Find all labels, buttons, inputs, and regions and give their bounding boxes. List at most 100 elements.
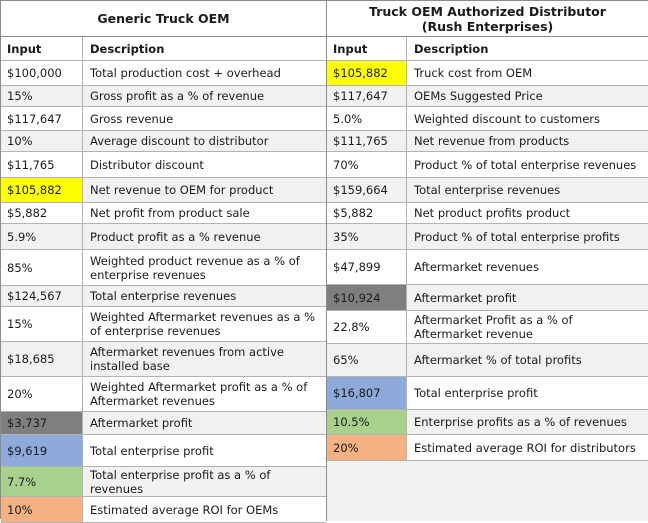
input-value-cell: 65% [327,344,407,376]
table-row: $11,765 Distributor discount [1,152,326,178]
description-cell: Product % of total enterprise profits [414,229,620,244]
description-cell: Total enterprise profit [414,386,538,400]
input-value-cell: $159,664 [327,178,407,202]
description-cell: Total enterprise revenues [414,183,561,197]
input-value-cell: $124,567 [1,286,83,306]
description-cell: Total enterprise profit [90,443,214,458]
table-row: 15% Gross profit as a % of revenue [1,86,326,107]
description-cell: Total enterprise revenues [90,289,237,303]
description-cell: Total production cost + overhead [90,66,281,80]
input-value-cell: 70% [327,152,407,177]
table-row: $3,737 Aftermarket profit [1,412,326,435]
table-row: $18,685 Aftermarket revenues from active … [1,342,326,377]
table-row: $5,882 Net profit from product sale [1,203,326,224]
table-row: $117,647 OEMs Suggested Price [327,86,648,107]
description-cell: Product % of total enterprise revenues [414,157,637,172]
description-cell: Distributor discount [90,157,204,172]
description-cell: Net revenue from products [414,134,570,148]
input-value-cell: $10,924 [327,285,407,310]
input-value-cell: 7.7% [1,467,83,496]
column-header-input: Input [1,37,83,60]
description-cell: Aftermarket revenues [414,260,539,274]
input-value-cell: 20% [327,435,407,460]
distributor-panel-title: Truck OEM Authorized Distributor (Rush E… [327,1,648,37]
table-row: $111,765 Net revenue from products [327,131,648,152]
description-cell: Enterprise profits as a % of revenues [414,415,627,429]
table-row: 10% Average discount to distributor [1,131,326,152]
description-cell: Aftermarket % of total profits [414,353,582,367]
table-row: 20% Weighted Aftermarket profit as a % of… [1,377,326,412]
input-value-cell: $100,000 [1,61,83,85]
empty-area [327,461,648,521]
description-cell: Gross profit as a % of revenue [90,89,265,103]
oem-panel: Generic Truck OEM Input Description $100,0… [1,1,326,523]
table-row: $105,882 Truck cost from OEM [327,61,648,86]
table-row: $105,882 Net revenue to OEM for product [1,178,326,203]
distributor-panel: Truck OEM Authorized Distributor (Rush E… [326,1,648,521]
table-row: 35% Product % of total enterprise profits [327,224,648,250]
description-cell: Estimated average ROI for OEMs [90,502,279,517]
input-value-cell: $117,647 [327,86,407,106]
input-value-cell: $111,765 [327,131,407,151]
table-row: $124,567 Total enterprise revenues [1,286,326,307]
description-cell: Average discount to distributor [90,134,269,148]
input-value-cell: $3,737 [1,412,83,434]
description-cell: Weighted discount to customers [414,111,601,126]
input-value-cell: 15% [1,307,83,341]
input-value-cell: $105,882 [327,61,407,85]
table-row: 20% Estimated average ROI for distributor… [327,435,648,461]
distributor-title-line-2: (Rush Enterprises) [421,18,554,34]
table-row: 22.8% Aftermarket Profit as a % of Afterm… [327,311,648,344]
table-row: 10% Estimated average ROI for OEMs [1,497,326,523]
table-row: 15% Weighted Aftermarket revenues as a % … [1,307,326,342]
table-row: $10,924 Aftermarket profit [327,285,648,311]
description-cell: Aftermarket revenues from active install… [90,345,284,373]
table-row: 65% Aftermarket % of total profits [327,344,648,377]
column-header-description: Description [414,41,489,56]
table-row: 10.5% Enterprise profits as a % of revenu… [327,410,648,435]
input-value-cell: 15% [1,86,83,106]
table-row: 5.9% Product profit as a % revenue [1,224,326,250]
table-row: $16,807 Total enterprise profit [327,377,648,410]
input-value-cell: $5,882 [1,203,83,223]
description-cell: Weighted Aftermarket profit as a % of Af… [90,380,308,408]
left-header-row: Input Description [1,37,326,61]
description-cell: Weighted Aftermarket revenues as a % of … [90,310,316,338]
table-row: 7.7% Total enterprise profit as a % of re… [1,467,326,497]
description-cell: Net profit from product sale [90,206,250,220]
distributor-title-line-1: Truck OEM Authorized Distributor [369,3,606,19]
input-value-cell: $11,765 [1,152,83,177]
input-value-cell: 35% [327,224,407,249]
table-row: $9,619 Total enterprise profit [1,435,326,467]
input-value-cell: 10.5% [327,410,407,434]
input-value-cell: 10% [1,497,83,522]
description-cell: Gross revenue [90,111,174,126]
description-cell: Weighted product revenue as a % of enter… [90,253,300,282]
input-value-cell: $18,685 [1,342,83,376]
description-cell: OEMs Suggested Price [414,89,543,103]
oem-panel-title: Generic Truck OEM [1,1,326,37]
input-value-cell: 85% [1,250,83,285]
description-cell: Aftermarket profit [90,416,193,430]
table-row: $47,899 Aftermarket revenues [327,250,648,285]
right-header-row: Input Description [327,37,648,61]
input-value-cell: 5.9% [1,224,83,249]
table-row: $100,000 Total production cost + overhead [1,61,326,86]
description-cell: Net product profits product [414,206,571,220]
table-row: $159,664 Total enterprise revenues [327,178,648,203]
input-value-cell: 22.8% [327,311,407,343]
description-cell: Aftermarket Profit as a % of Aftermarket… [414,313,573,341]
column-header-input: Input [327,37,407,60]
input-value-cell: $16,807 [327,377,407,409]
description-cell: Aftermarket profit [414,290,517,305]
oem-title-line-1: Generic Truck OEM [97,11,230,26]
input-value-cell: $105,882 [1,178,83,202]
input-value-cell: $47,899 [327,250,407,284]
input-value-cell: $5,882 [327,203,407,223]
input-value-cell: 20% [1,377,83,411]
description-cell: Product profit as a % revenue [90,229,261,244]
description-cell: Truck cost from OEM [414,66,533,80]
column-header-description: Description [90,41,165,56]
input-value-cell: 5.0% [327,107,407,130]
